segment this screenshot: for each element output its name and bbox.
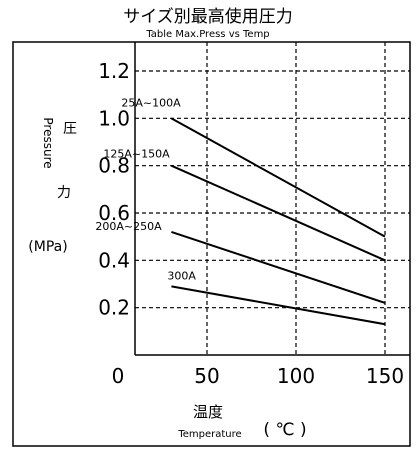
chart-border [12,41,411,447]
axis-layer [134,42,410,356]
y-tick-label: 0.6 [98,201,130,225]
series-label: 25A~100A [121,96,181,109]
x-tick-label: 0 [112,364,125,388]
y-axis-label-ja-bottom: 力 [57,185,71,201]
y-tick-label: 0.4 [98,248,130,272]
x-tick-label: 150 [366,364,404,388]
y-tick-label: 0.8 [98,154,130,178]
y-axis-unit: (MPa) [28,239,67,255]
series-line [170,117,386,238]
y-tick-labels: 0.2 0.4 0.6 0.8 1.0 1.2 [98,59,130,320]
x-axis-label-ja: 温度 [193,403,223,421]
series-labels: 25A~100A 125A~150A 200A~250A 300A [95,96,196,282]
chart-subtitle: Table Max.Press vs Temp [145,29,269,40]
series-line [171,285,386,326]
y-tick-label: 0.2 [98,296,130,320]
y-tick-label: 1.0 [98,106,130,130]
series-line [170,164,386,262]
series-label: 125A~150A [103,148,170,161]
series-line [171,230,386,304]
x-tick-labels: 0 50 100 150 [112,364,404,388]
chart-title: サイズ別最高使用圧力 [123,6,293,27]
x-axis-label-en: Temperature [177,429,241,440]
x-tick-label: 50 [194,364,219,388]
series-label: 200A~250A [95,220,162,233]
grid-layer [135,42,410,355]
series-layer [170,117,386,326]
y-axis-label-en: Pressure [41,117,55,168]
series-label: 300A [167,269,196,282]
x-axis-unit: ( ℃ ) [263,420,306,440]
y-axis-label-ja-top: 圧 [63,121,77,137]
x-tick-label: 100 [277,364,315,388]
y-tick-label: 1.2 [98,59,130,83]
